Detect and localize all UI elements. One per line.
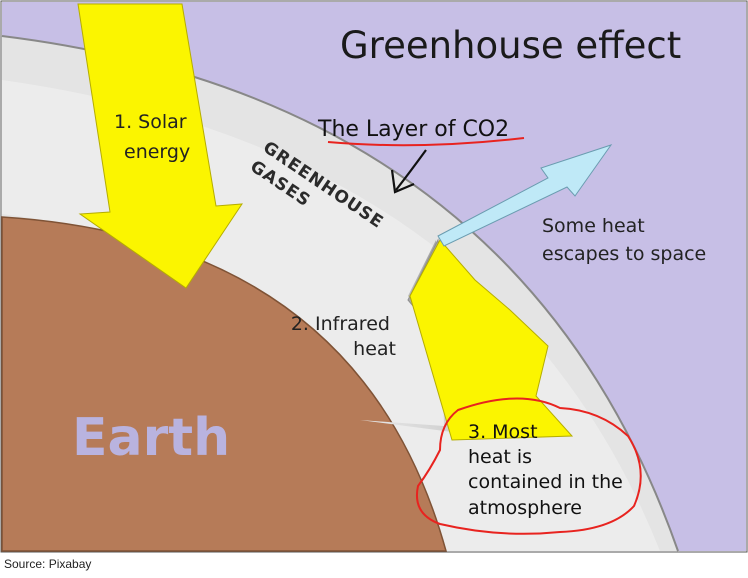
diagram-title: Greenhouse effect xyxy=(340,24,681,67)
escape-arrow xyxy=(437,144,613,247)
contained-heat-label: 3. Most heat is contained in the atmosph… xyxy=(468,421,629,519)
co2-pointer-head xyxy=(390,169,415,194)
co2-pointer-line xyxy=(395,149,427,191)
solar-energy-arrow xyxy=(77,3,243,289)
co2-underline xyxy=(327,137,525,147)
source-credit: Source: Pixabay xyxy=(4,557,91,571)
contained-heat-highlight xyxy=(416,397,642,535)
co2-layer-annotation: The Layer of CO2 xyxy=(317,117,509,142)
escape-label: Some heat escapes to space xyxy=(542,215,706,265)
earth-label: Earth xyxy=(72,408,230,468)
infrared-heat-label: 2. Infrared heat xyxy=(291,313,396,360)
solar-energy-label: 1. Solar energy xyxy=(114,111,193,163)
contained-heat-arrow xyxy=(409,239,574,441)
